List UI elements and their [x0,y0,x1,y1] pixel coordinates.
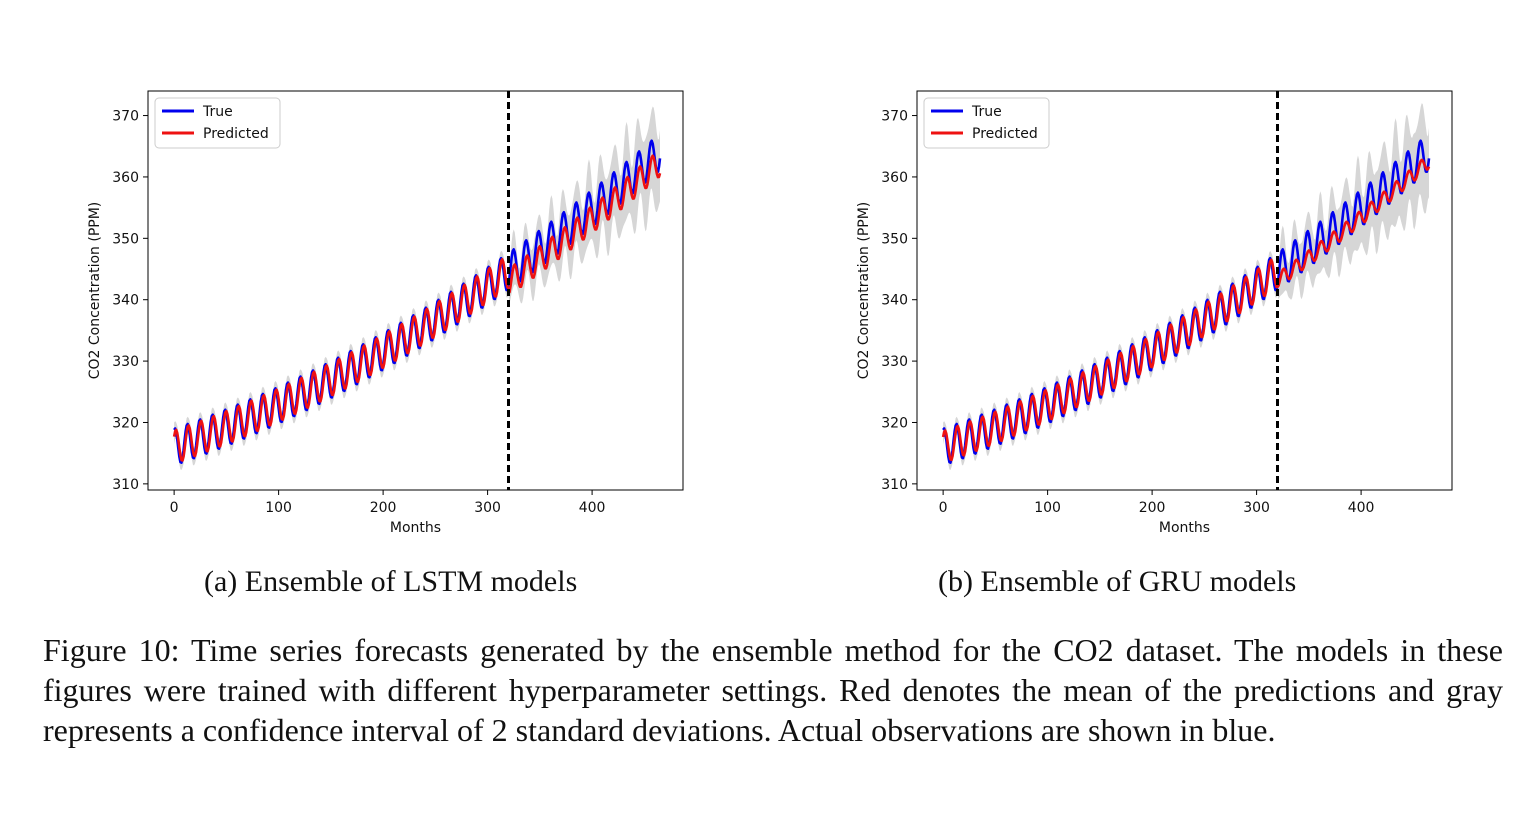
x-tick-label: 0 [170,500,179,516]
y-tick-label: 340 [881,293,908,309]
y-tick-label: 320 [881,415,908,431]
x-tick-label: 100 [1034,500,1061,516]
y-tick-label: 350 [881,231,908,247]
y-tick-label: 330 [881,354,908,370]
chart-lstm: 0 100 200 300 400 310 320 330 340 350 360 370 Months… [87,90,684,536]
y-tick-label: 350 [112,231,139,247]
y-tick-label: 310 [881,477,908,493]
subcaption-lstm: (a) Ensemble of LSTM models [204,565,578,598]
legend: True Predicted [154,97,281,149]
x-tick-label: 200 [370,500,397,516]
legend-predicted-label: Predicted [972,126,1038,142]
subcaption-gru: (b) Ensemble of GRU models [938,565,1297,598]
x-tick-label: 400 [1348,500,1375,516]
x-tick-label: 200 [1139,500,1166,516]
x-tick-label: 400 [579,500,606,516]
x-tick-label: 0 [939,500,948,516]
figure-caption-label: Figure 10: [43,632,180,668]
x-axis-label: Months [1159,520,1210,536]
series-predicted-line [172,154,662,462]
figure-caption-text: Time series forecasts generated by the e… [43,632,1504,748]
y-tick-label: 370 [881,109,908,125]
x-tick-label: 100 [265,500,292,516]
y-tick-label: 360 [112,170,139,186]
series-predicted-line [941,158,1431,462]
plot-frame [147,90,684,491]
legend-true-label: True [971,104,1002,120]
y-tick-label: 330 [112,354,139,370]
x-tick-label: 300 [474,500,501,516]
y-tick-label: 340 [112,293,139,309]
y-tick-label: 370 [112,109,139,125]
y-axis-label: CO2 Concentration (PPM) [87,202,103,380]
legend-predicted-label: Predicted [203,126,269,142]
plot-frame [916,90,1453,491]
legend: True Predicted [923,97,1050,149]
y-axis-label: CO2 Concentration (PPM) [856,202,872,380]
y-tick-label: 310 [112,477,139,493]
x-tick-label: 300 [1243,500,1270,516]
figure-caption: Figure 10: Time series forecasts generat… [43,630,1503,750]
legend-true-label: True [202,104,233,120]
chart-gru: 0 100 200 300 400 310 320 330 340 350 360 370 Months… [856,90,1453,536]
y-tick-label: 320 [112,415,139,431]
x-axis-label: Months [390,520,441,536]
y-tick-label: 360 [881,170,908,186]
